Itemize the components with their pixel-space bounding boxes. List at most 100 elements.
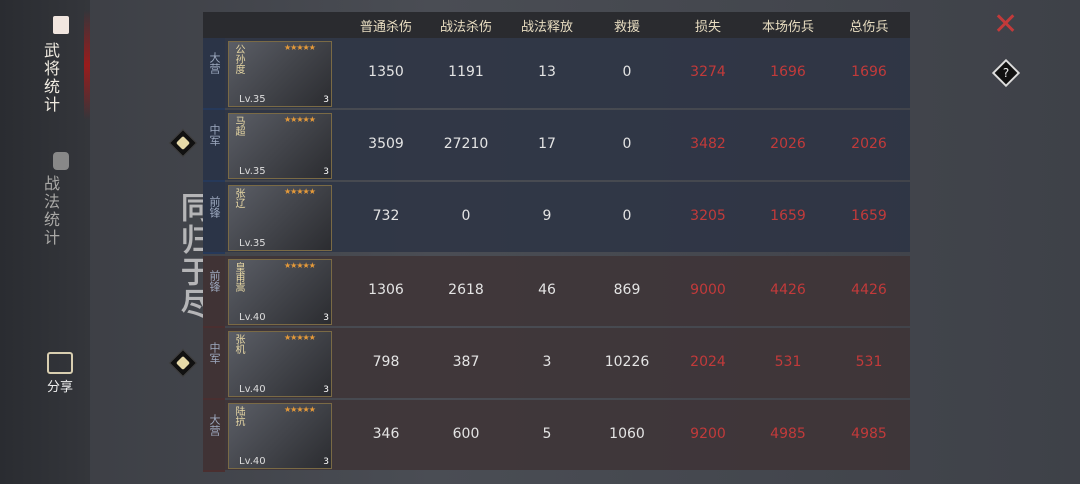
stat-cell: 1191 <box>448 64 484 80</box>
general-name: 张机 <box>233 334 244 354</box>
general-name: 马超 <box>233 116 244 136</box>
help-icon: ? <box>1002 66 1010 80</box>
tab-tactic-stats[interactable]: 战法统计 <box>41 175 60 247</box>
stat-cell: 9000 <box>690 282 726 298</box>
column-header: 总伤兵 <box>849 20 889 35</box>
stat-cell: 0 <box>461 208 471 224</box>
stat-cell: 0 <box>622 136 632 152</box>
stat-cell: 9200 <box>690 426 726 442</box>
close-button[interactable]: ✕ <box>993 7 1019 42</box>
table-row[interactable]: 大营 公孙度 ★★★★★ Lv.35 3 1350 1191 13 0 3274 1696… <box>203 38 910 108</box>
general-name: 皇甫嵩 <box>233 262 244 292</box>
general-level: Lv.40 <box>239 456 266 467</box>
stat-cell: 531 <box>855 354 883 370</box>
stat-cell: 3274 <box>690 64 726 80</box>
general-level: Lv.35 <box>239 166 266 177</box>
share-button[interactable]: 分享 <box>47 352 73 395</box>
stat-cell: 798 <box>372 354 400 370</box>
table-row[interactable]: 中军 张机 ★★★★★ Lv.40 3 798 387 3 10226 2024 531 5… <box>203 328 910 398</box>
position-label: 中军 <box>208 342 221 364</box>
stat-cell: 3 <box>542 354 552 370</box>
scroll-icon <box>53 152 69 170</box>
stat-cell: 13 <box>538 64 556 80</box>
active-indicator <box>84 10 90 120</box>
stat-cell: 387 <box>452 354 480 370</box>
rank-badge: 3 <box>323 95 329 105</box>
column-header: 战法杀伤 <box>439 20 492 35</box>
star-rating: ★★★★★ <box>284 405 316 414</box>
stat-cell: 600 <box>452 426 480 442</box>
star-rating: ★★★★★ <box>284 187 316 196</box>
rank-badge: 3 <box>323 385 329 395</box>
general-level: Lv.40 <box>239 312 266 323</box>
stat-cell: 0 <box>622 208 632 224</box>
general-name: 公孙度 <box>233 44 244 74</box>
star-rating: ★★★★★ <box>284 333 316 342</box>
table-row[interactable]: 大营 陆抗 ★★★★★ Lv.40 3 346 600 5 1060 9200 4985 4… <box>203 400 910 470</box>
help-button[interactable]: ? <box>991 58 1021 88</box>
stat-cell: 732 <box>372 208 400 224</box>
stat-cell: 869 <box>613 282 641 298</box>
rank-badge: 3 <box>323 457 329 467</box>
stat-cell: 0 <box>622 64 632 80</box>
general-portrait[interactable]: 陆抗 ★★★★★ Lv.40 3 <box>228 403 332 469</box>
general-portrait[interactable]: 马超 ★★★★★ Lv.35 3 <box>228 113 332 179</box>
table-row[interactable]: 中军 马超 ★★★★★ Lv.35 3 3509 27210 17 0 3482 2026… <box>203 110 910 180</box>
stat-cell: 3509 <box>368 136 404 152</box>
general-portrait[interactable]: 皇甫嵩 ★★★★★ Lv.40 3 <box>228 259 332 325</box>
rank-badge: 3 <box>323 167 329 177</box>
share-label: 分享 <box>47 380 74 395</box>
stat-cell: 1696 <box>770 64 806 80</box>
stat-cell: 2618 <box>448 282 484 298</box>
stat-cell: 1306 <box>368 282 404 298</box>
star-rating: ★★★★★ <box>284 115 316 124</box>
stat-cell: 46 <box>538 282 556 298</box>
column-header: 战法释放 <box>520 20 573 35</box>
stat-cell: 3205 <box>690 208 726 224</box>
table-row[interactable]: 前锋 皇甫嵩 ★★★★★ Lv.40 3 1306 2618 46 869 9000 44… <box>203 256 910 326</box>
position-label: 前锋 <box>208 270 221 292</box>
stat-cell: 1696 <box>851 64 887 80</box>
general-portrait[interactable]: 张辽 ★★★★★ Lv.35 <box>228 185 332 251</box>
stat-cell: 531 <box>774 354 802 370</box>
stat-cell: 4426 <box>851 282 887 298</box>
sword-icon <box>168 128 198 158</box>
general-name: 陆抗 <box>233 406 244 426</box>
stat-cell: 1659 <box>770 208 806 224</box>
column-header: 本场伤兵 <box>761 20 814 35</box>
position-label: 前锋 <box>208 196 221 218</box>
stat-cell: 4426 <box>770 282 806 298</box>
stat-cell: 1659 <box>851 208 887 224</box>
stat-cell: 2026 <box>770 136 806 152</box>
stat-cell: 1060 <box>609 426 645 442</box>
table-header: 普通杀伤 战法杀伤 战法释放 救援 损失 本场伤兵 总伤兵 <box>203 12 910 38</box>
general-level: Lv.40 <box>239 384 266 395</box>
star-rating: ★★★★★ <box>284 43 316 52</box>
general-portrait[interactable]: 张机 ★★★★★ Lv.40 3 <box>228 331 332 397</box>
stat-cell: 1350 <box>368 64 404 80</box>
column-header: 损失 <box>694 20 721 35</box>
stat-cell: 5 <box>542 426 552 442</box>
general-level: Lv.35 <box>239 94 266 105</box>
stat-cell: 2026 <box>851 136 887 152</box>
stat-cell: 4985 <box>770 426 806 442</box>
stat-cell: 2024 <box>690 354 726 370</box>
stat-cell: 4985 <box>851 426 887 442</box>
share-icon <box>47 352 73 374</box>
shield-icon <box>168 348 198 378</box>
general-portrait[interactable]: 公孙度 ★★★★★ Lv.35 3 <box>228 41 332 107</box>
stat-cell: 10226 <box>604 354 650 370</box>
position-label: 大营 <box>208 414 221 436</box>
tab-general-stats[interactable]: 武将统计 <box>41 42 60 114</box>
stat-cell: 9 <box>542 208 552 224</box>
table-row[interactable]: 前锋 张辽 ★★★★★ Lv.35 732 0 9 0 3205 1659 1659 <box>203 182 910 252</box>
general-level: Lv.35 <box>239 238 266 249</box>
column-header: 普通杀伤 <box>359 20 412 35</box>
sidebar: 武将统计 战法统计 分享 <box>0 0 90 484</box>
column-header: 救援 <box>613 20 640 35</box>
book-icon <box>53 16 69 34</box>
general-name: 张辽 <box>233 188 244 208</box>
stats-table: 普通杀伤 战法杀伤 战法释放 救援 损失 本场伤兵 总伤兵 大营 公孙度 ★★★★★ Lv.… <box>203 12 910 472</box>
stat-cell: 3482 <box>690 136 726 152</box>
rank-badge: 3 <box>323 313 329 323</box>
